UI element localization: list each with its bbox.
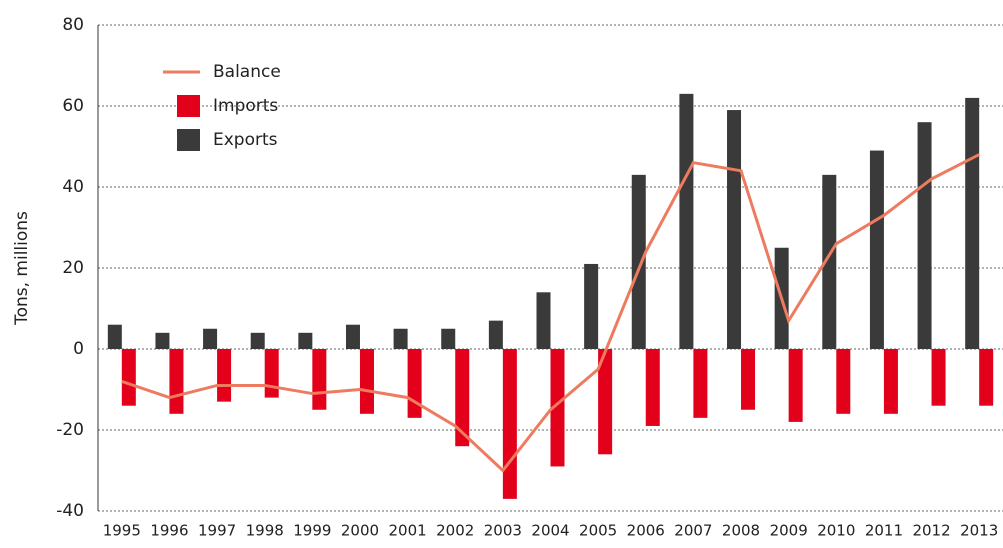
x-tick-label: 2013 bbox=[960, 522, 998, 540]
legend-swatch bbox=[177, 129, 200, 151]
bar bbox=[536, 292, 551, 349]
line bbox=[121, 153, 980, 473]
legend-swatch bbox=[177, 95, 200, 117]
bar bbox=[550, 349, 565, 467]
bar bbox=[979, 349, 994, 406]
bar bbox=[869, 150, 884, 349]
bar bbox=[312, 349, 327, 410]
x-tick-label: 2011 bbox=[865, 522, 903, 540]
bar bbox=[645, 349, 660, 426]
bar bbox=[455, 349, 470, 447]
y-axis-label: Tons, millions bbox=[12, 211, 32, 326]
bar bbox=[727, 110, 742, 349]
bar bbox=[965, 97, 980, 350]
bar bbox=[584, 263, 599, 349]
bar bbox=[298, 332, 313, 349]
x-tick-label: 2010 bbox=[817, 522, 855, 540]
bar bbox=[250, 332, 265, 349]
y-tick-label: 40 bbox=[62, 177, 84, 197]
x-tick-label: 2005 bbox=[579, 522, 617, 540]
bar bbox=[502, 349, 517, 499]
y-tick-label: -40 bbox=[56, 501, 84, 521]
bar bbox=[693, 349, 708, 418]
bar bbox=[203, 328, 218, 349]
x-tick-label: 2009 bbox=[770, 522, 808, 540]
x-tick-label: 2012 bbox=[912, 522, 950, 540]
y-tick-label: 20 bbox=[62, 258, 84, 278]
x-tick-label: 2008 bbox=[722, 522, 760, 540]
bar bbox=[155, 332, 170, 349]
x-tick-label: 1995 bbox=[103, 522, 141, 540]
x-tick-label: 2006 bbox=[627, 522, 665, 540]
x-tick-label: 2003 bbox=[484, 522, 522, 540]
x-tick-label: 1996 bbox=[150, 522, 188, 540]
bar bbox=[407, 349, 422, 418]
bar bbox=[441, 328, 456, 349]
bar bbox=[931, 349, 946, 406]
bar bbox=[393, 328, 408, 349]
bar bbox=[107, 324, 122, 349]
y-tick-label: 0 bbox=[73, 339, 84, 359]
bar bbox=[169, 349, 184, 414]
bar bbox=[836, 349, 851, 414]
bar bbox=[359, 349, 374, 414]
bar bbox=[679, 93, 694, 349]
x-tick-label: 2007 bbox=[674, 522, 712, 540]
bar bbox=[488, 320, 503, 349]
legend-label: Imports bbox=[213, 96, 278, 116]
legend-label: Balance bbox=[213, 62, 281, 82]
y-tick-label: 80 bbox=[62, 15, 84, 35]
x-tick-label: 2000 bbox=[341, 522, 379, 540]
y-tick-label: -20 bbox=[56, 420, 84, 440]
bar bbox=[822, 174, 837, 349]
bar bbox=[345, 324, 360, 349]
bar bbox=[917, 122, 932, 349]
y-tick-label: 60 bbox=[62, 96, 84, 116]
bar bbox=[631, 174, 646, 349]
x-tick-label: 1998 bbox=[246, 522, 284, 540]
x-tick-label: 2002 bbox=[436, 522, 474, 540]
x-tick-label: 2004 bbox=[531, 522, 569, 540]
bar bbox=[264, 349, 279, 398]
legend-label: Exports bbox=[213, 130, 278, 150]
bar bbox=[741, 349, 756, 410]
bar bbox=[217, 349, 232, 402]
x-tick-label: 1997 bbox=[198, 522, 236, 540]
x-tick-label: 2001 bbox=[389, 522, 427, 540]
x-tick-label: 1999 bbox=[293, 522, 331, 540]
bar bbox=[883, 349, 898, 414]
bar bbox=[788, 349, 803, 422]
bar bbox=[121, 349, 136, 406]
bar bbox=[598, 349, 613, 455]
